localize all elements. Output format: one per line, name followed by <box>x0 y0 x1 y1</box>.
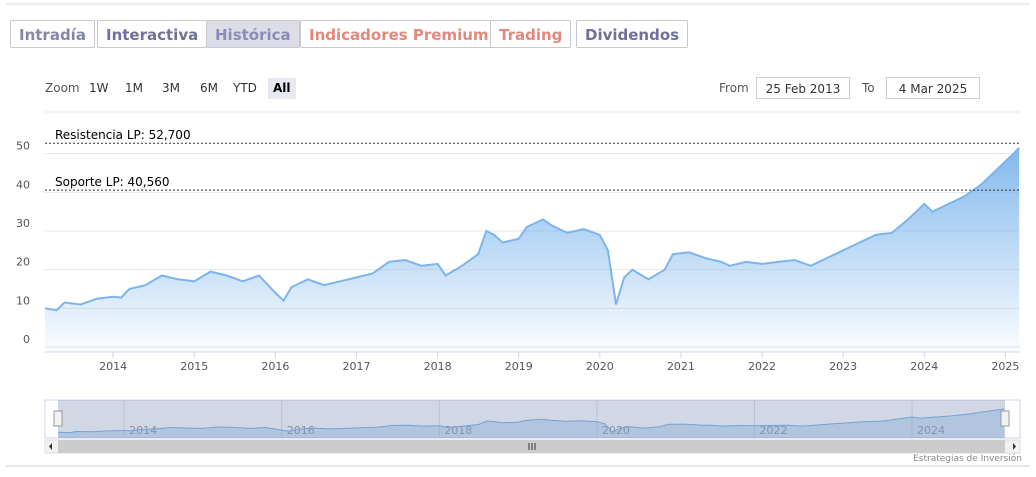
navigator-bg <box>44 399 1021 439</box>
x-tick-label: 2016 <box>261 360 289 373</box>
navigator-area <box>58 408 1005 438</box>
zoom-button[interactable]: 1W <box>89 81 109 95</box>
to-label: To <box>862 81 875 95</box>
tab[interactable]: Dividendos <box>576 20 689 48</box>
x-tick-label: 2018 <box>424 360 452 373</box>
plot-line-label: Soporte LP: 40,560 <box>55 175 170 189</box>
scroll-left <box>49 443 52 450</box>
navigator-label: 2016 <box>287 424 315 437</box>
zoom-label: Zoom <box>45 81 80 95</box>
x-tick-label: 2019 <box>505 360 533 373</box>
navigator-mask <box>58 400 1005 438</box>
y-tick-label: 20 <box>16 256 30 269</box>
x-tick-label: 2015 <box>180 360 208 373</box>
zoom-button[interactable]: 1M <box>125 81 143 95</box>
y-tick-label: 30 <box>16 217 30 230</box>
navigator-label: 2022 <box>759 424 787 437</box>
plot-line-label: Resistencia LP: 52,700 <box>55 128 191 142</box>
zoom-button[interactable]: 3M <box>162 81 180 95</box>
area-fill <box>45 147 1020 352</box>
from-input[interactable]: 25 Feb 2013 <box>756 77 850 99</box>
x-tick-label: 2023 <box>829 360 857 373</box>
x-tick-label: 2014 <box>99 360 127 373</box>
scroll-right <box>1013 443 1016 450</box>
to-input[interactable]: 4 Mar 2025 <box>886 77 980 99</box>
y-tick-label: 10 <box>16 294 30 307</box>
x-tick-label: 2020 <box>586 360 614 373</box>
x-tick-label: 2021 <box>667 360 695 373</box>
zoom-button[interactable]: All <box>268 78 296 99</box>
y-tick-label: 0 <box>23 333 30 346</box>
tab[interactable]: Interactiva <box>97 20 208 48</box>
tab[interactable]: Trading <box>490 20 572 48</box>
tab[interactable]: Indicadores Premium <box>300 20 498 48</box>
from-label: From <box>719 81 749 95</box>
navigator-label: 2014 <box>129 424 157 437</box>
scroll-grip <box>528 443 536 450</box>
navigator-label: 2024 <box>917 424 945 437</box>
navigator-handle[interactable] <box>1000 410 1010 427</box>
tab[interactable]: Histórica <box>206 20 300 48</box>
zoom-button[interactable]: YTD <box>233 81 257 95</box>
x-tick-label: 2025 <box>991 360 1019 373</box>
navigator-line <box>57 408 1005 434</box>
y-tick-label: 50 <box>16 140 30 153</box>
tab[interactable]: Intradía <box>10 20 95 48</box>
price-line <box>44 147 1020 312</box>
credit: Estrategias de Inversión <box>913 454 1022 464</box>
x-tick-label: 2024 <box>910 360 938 373</box>
x-tick-label: 2022 <box>748 360 776 373</box>
x-tick-label: 2017 <box>342 360 370 373</box>
zoom-button[interactable]: 6M <box>200 81 218 95</box>
y-tick-label: 40 <box>16 178 30 191</box>
navigator-handle[interactable] <box>53 410 63 427</box>
